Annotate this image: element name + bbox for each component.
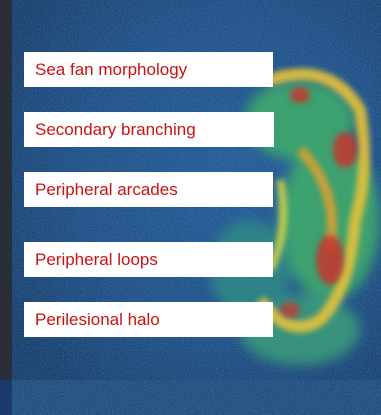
label-perilesional-halo: Perilesional halo — [24, 302, 273, 337]
label-sea-fan-morphology: Sea fan morphology — [24, 52, 273, 87]
label-secondary-branching: Secondary branching — [24, 112, 274, 147]
label-peripheral-arcades: Peripheral arcades — [24, 172, 273, 207]
label-peripheral-loops: Peripheral loops — [24, 242, 273, 277]
